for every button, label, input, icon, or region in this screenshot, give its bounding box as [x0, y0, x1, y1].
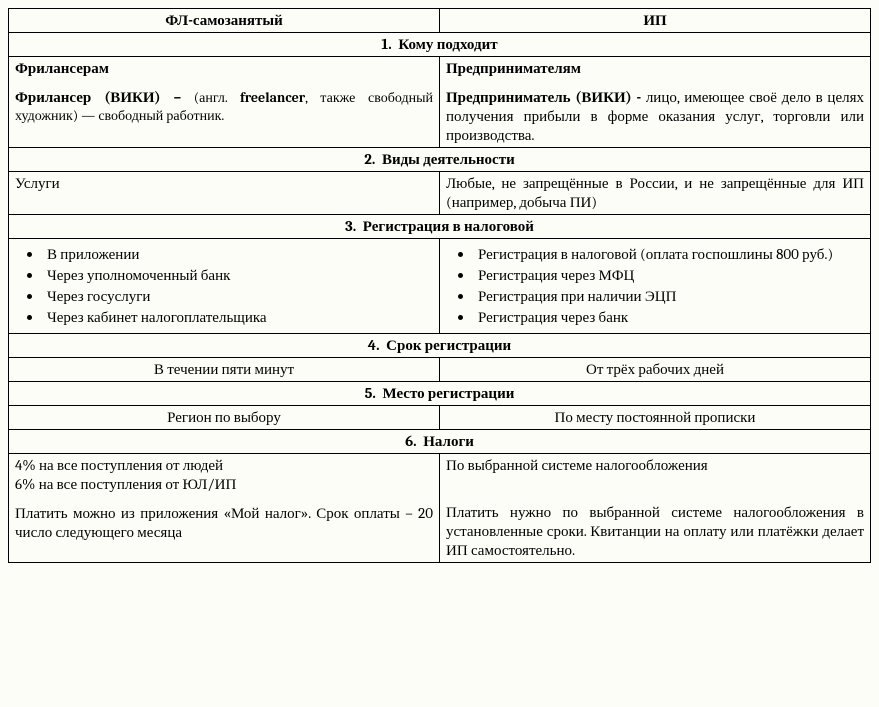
list-item: В приложении — [43, 245, 433, 264]
s3-right-list: Регистрация в налоговой (оплата госпошли… — [474, 245, 864, 327]
cell-s3-left: В приложении Через уполномоченный банк Ч… — [9, 239, 440, 334]
section-num: 1. — [381, 35, 391, 53]
cell-s3-right: Регистрация в налоговой (оплата госпошли… — [440, 239, 871, 334]
row-s1: Фрилансерам Фрилансер (ВИКИ) – (англ. fr… — [9, 57, 871, 148]
section-num: 4. — [368, 336, 380, 354]
s3-left-list: В приложении Через уполномоченный банк Ч… — [43, 245, 433, 327]
s6-left-p1: 4% на все поступления от людей — [15, 456, 433, 475]
section-header-3: 3. Регистрация в налоговой — [9, 215, 871, 239]
s1-left-def: Фрилансер (ВИКИ) – (англ. freelancer, та… — [15, 88, 433, 125]
section-row-2: 2. Виды деятельности — [9, 148, 871, 172]
s1-left-def-pre: (англ. — [181, 89, 240, 106]
cell-s6-left: 4% на все поступления от людей 6% на все… — [9, 454, 440, 563]
s1-left-term: Фрилансер (ВИКИ) – — [15, 88, 181, 106]
s6-left-p2: 6% на все поступления от ЮЛ/ИП — [15, 475, 433, 494]
section-row-4: 4. Срок регистрации — [9, 334, 871, 358]
cell-s6-right: По выбранной системе налогообложения Пла… — [440, 454, 871, 563]
section-title: Виды деятельности — [382, 150, 515, 168]
cell-s5-left: Регион по выбору — [9, 406, 440, 430]
s6-right-p1: По выбранной системе налогообложения — [446, 456, 864, 475]
section-header-1: 1. Кому подходит — [9, 33, 871, 57]
section-num: 5. — [365, 384, 376, 402]
list-item: Регистрация в налоговой (оплата госпошли… — [474, 245, 864, 264]
section-header-5: 5. Место регистрации — [9, 382, 871, 406]
list-item: Через кабинет налогоплательщика — [43, 308, 433, 327]
section-title: Место регистрации — [383, 384, 515, 402]
list-item: Через уполномоченный банк — [43, 266, 433, 285]
section-title: Налоги — [423, 432, 474, 450]
row-s3: В приложении Через уполномоченный банк Ч… — [9, 239, 871, 334]
s6-left-p3: Платить можно из приложения «Мой налог».… — [15, 504, 433, 542]
section-row-1: 1. Кому подходит — [9, 33, 871, 57]
cell-s2-right: Любые, не запрещённые в России, и не зап… — [440, 172, 871, 215]
cell-s1-left: Фрилансерам Фрилансер (ВИКИ) – (англ. fr… — [9, 57, 440, 148]
section-num: 2. — [364, 150, 375, 168]
section-num: 3. — [345, 217, 356, 235]
section-title: Срок регистрации — [386, 336, 511, 354]
section-header-2: 2. Виды деятельности — [9, 148, 871, 172]
cell-s1-right: Предпринимателям Предприниматель (ВИКИ) … — [440, 57, 871, 148]
row-s4: В течении пяти минут От трёх рабочих дне… — [9, 358, 871, 382]
list-item: Регистрация при наличии ЭЦП — [474, 287, 864, 306]
section-row-6: 6. Налоги — [9, 430, 871, 454]
s6-right-p2: Платить нужно по выбранной системе налог… — [446, 503, 864, 560]
s1-left-def-word: freelancer — [240, 89, 305, 106]
list-item: Регистрация через банк — [474, 308, 864, 327]
section-title: Регистрация в налоговой — [363, 217, 534, 235]
cell-s4-left: В течении пяти минут — [9, 358, 440, 382]
row-s2: Услуги Любые, не запрещённые в России, и… — [9, 172, 871, 215]
s1-right-term: Предприниматель (ВИКИ) - — [446, 88, 641, 106]
row-s6: 4% на все поступления от людей 6% на все… — [9, 454, 871, 563]
section-num: 6. — [405, 432, 417, 450]
comparison-table: ФЛ-самозанятый ИП 1. Кому подходит Фрила… — [8, 8, 871, 563]
s1-right-def: Предприниматель (ВИКИ) - лицо, имеющее с… — [446, 88, 864, 145]
section-title: Кому подходит — [398, 35, 497, 53]
list-item: Регистрация через МФЦ — [474, 266, 864, 285]
section-header-6: 6. Налоги — [9, 430, 871, 454]
header-row: ФЛ-самозанятый ИП — [9, 9, 871, 33]
s1-left-heading: Фрилансерам — [15, 59, 433, 78]
s1-right-heading: Предпринимателям — [446, 59, 864, 78]
cell-s2-left: Услуги — [9, 172, 440, 215]
section-row-5: 5. Место регистрации — [9, 382, 871, 406]
section-header-4: 4. Срок регистрации — [9, 334, 871, 358]
cell-s4-right: От трёх рабочих дней — [440, 358, 871, 382]
section-row-3: 3. Регистрация в налоговой — [9, 215, 871, 239]
row-s5: Регион по выбору По месту постоянной про… — [9, 406, 871, 430]
cell-s5-right: По месту постоянной прописки — [440, 406, 871, 430]
list-item: Через госуслуги — [43, 287, 433, 306]
col-header-left: ФЛ-самозанятый — [9, 9, 440, 33]
col-header-right: ИП — [440, 9, 871, 33]
